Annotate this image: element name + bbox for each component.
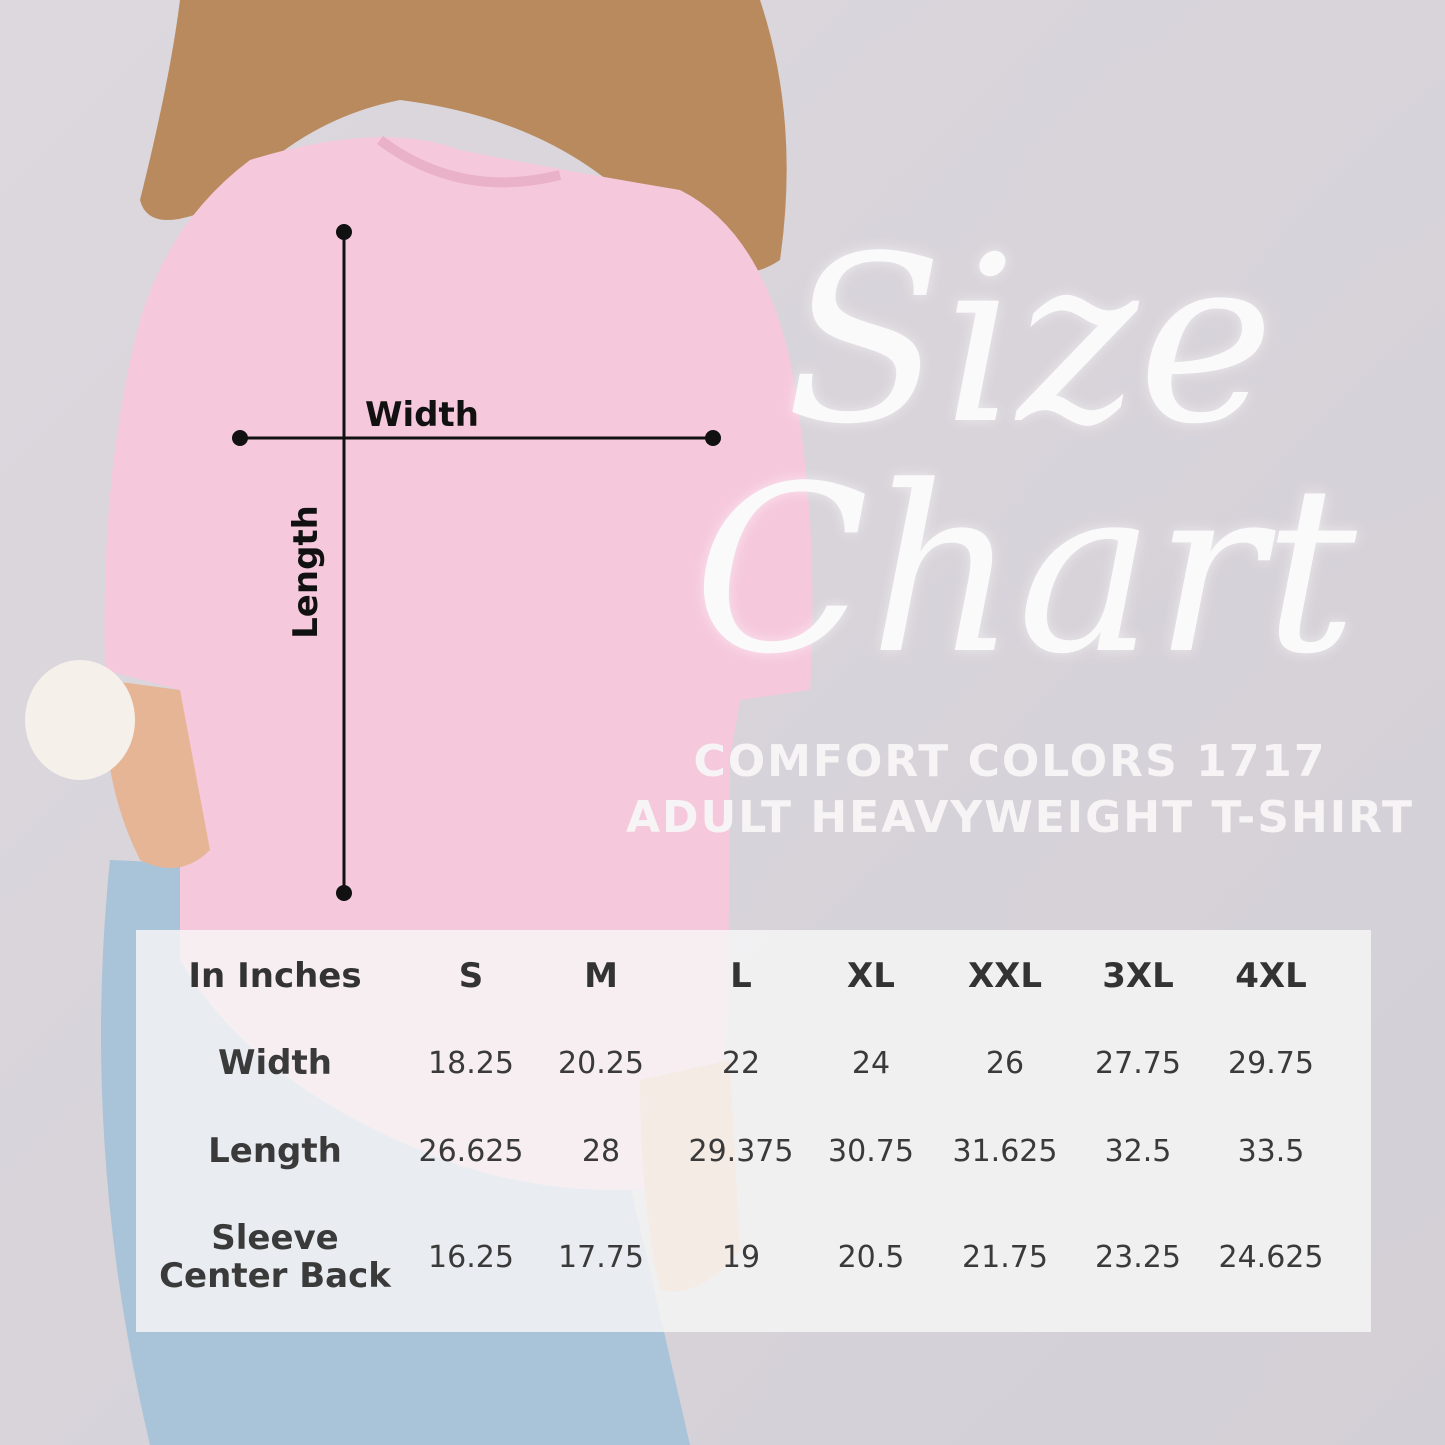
cell: 24 bbox=[852, 1046, 890, 1081]
column-header: L bbox=[730, 956, 752, 996]
length-label: Length bbox=[286, 505, 326, 639]
column-header: S bbox=[459, 956, 484, 996]
title-glow: Size bbox=[786, 208, 1274, 475]
column-header: In Inches bbox=[188, 956, 361, 996]
column-header: 3XL bbox=[1102, 956, 1174, 996]
collar bbox=[377, 135, 562, 188]
dot bbox=[232, 430, 248, 446]
title-line: Chart bbox=[693, 438, 1357, 705]
cell: 33.5 bbox=[1238, 1134, 1305, 1169]
table-background bbox=[136, 930, 1371, 1332]
scrunchie bbox=[25, 660, 135, 780]
column-header: XL bbox=[847, 956, 895, 996]
cell: 31.625 bbox=[953, 1134, 1058, 1169]
cell: 26.625 bbox=[419, 1134, 524, 1169]
cell: 17.75 bbox=[558, 1240, 644, 1275]
cell: 20.5 bbox=[838, 1240, 905, 1275]
column-header: XXL bbox=[968, 956, 1042, 996]
cell: 27.75 bbox=[1095, 1046, 1181, 1081]
cell: 26 bbox=[986, 1046, 1024, 1081]
dot bbox=[336, 224, 352, 240]
cell: 32.5 bbox=[1105, 1134, 1172, 1169]
measure-dots bbox=[232, 224, 721, 901]
row-label: Sleeve bbox=[211, 1218, 338, 1258]
dot bbox=[336, 885, 352, 901]
title-line: Size bbox=[786, 208, 1274, 475]
cell: 28 bbox=[582, 1134, 620, 1169]
width-label: Width bbox=[365, 395, 479, 435]
cell: 21.75 bbox=[962, 1240, 1048, 1275]
cell: 22 bbox=[722, 1046, 760, 1081]
cell: 16.25 bbox=[428, 1240, 514, 1275]
size-table: In Inches S M L XL XXL 3XL 4XL Width 18.25 20.25 22… bbox=[159, 956, 1323, 1296]
title-glow: Chart bbox=[693, 438, 1357, 705]
row-label: Length bbox=[208, 1131, 342, 1171]
cell: 30.75 bbox=[828, 1134, 914, 1169]
shirt bbox=[104, 137, 813, 1191]
cell: 24.625 bbox=[1219, 1240, 1324, 1275]
row-label: Width bbox=[218, 1043, 332, 1083]
cell: 23.25 bbox=[1095, 1240, 1181, 1275]
cell: 29.375 bbox=[689, 1134, 794, 1169]
dot bbox=[705, 430, 721, 446]
column-header: 4XL bbox=[1235, 956, 1307, 996]
cell: 18.25 bbox=[428, 1046, 514, 1081]
subtitle-line: COMFORT COLORS 1717 bbox=[693, 736, 1326, 787]
row-label: Center Back bbox=[159, 1256, 392, 1296]
hair bbox=[140, 0, 787, 274]
measure-lines bbox=[240, 232, 713, 893]
cell: 19 bbox=[722, 1240, 760, 1275]
subtitle-line: ADULT HEAVYWEIGHT T-SHIRT bbox=[626, 792, 1414, 843]
cell: 20.25 bbox=[558, 1046, 644, 1081]
cell: 29.75 bbox=[1228, 1046, 1314, 1081]
column-header: M bbox=[584, 956, 618, 996]
